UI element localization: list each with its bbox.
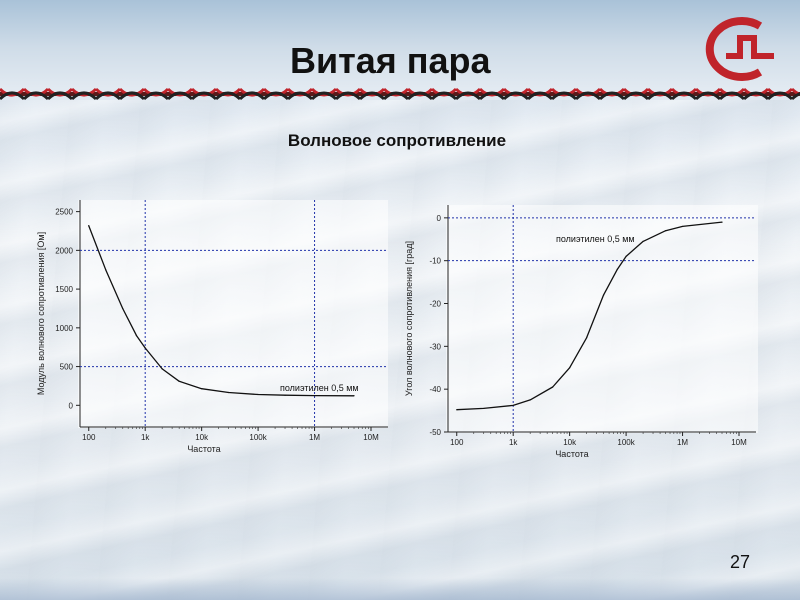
magnitude-series-point: [144, 347, 146, 349]
angle-series-point: [603, 294, 605, 296]
magnitude-x-tick-label-0: 100: [82, 433, 96, 442]
magnitude-x-tick-label-5: 10M: [363, 433, 379, 442]
magnitude-series-point: [135, 334, 138, 337]
angle-x-tick-label-3: 100k: [617, 438, 635, 447]
company-logo-icon: [705, 17, 774, 81]
angle-series-point: [586, 337, 588, 339]
angle-x-tick-label-2: 10k: [563, 438, 577, 447]
magnitude-series-annotation: полиэтилен 0,5 мм: [280, 383, 359, 393]
angle-series-annotation: полиэтилен 0,5 мм: [556, 234, 635, 244]
magnitude-y-tick-label-4: 2000: [55, 246, 73, 255]
angle-x-tick-label-0: 100: [450, 438, 464, 447]
magnitude-x-axis-label: Частота: [187, 444, 220, 454]
header-band: [0, 0, 800, 95]
angle-y-tick-label-1: -10: [429, 257, 441, 266]
angle-series-point: [529, 399, 531, 401]
magnitude-series-point: [313, 395, 316, 397]
angle-y-tick-label-2: -20: [429, 300, 441, 309]
angle-x-axis-label: Частота: [555, 449, 588, 459]
angle-y-tick-label-5: -50: [429, 428, 441, 437]
magnitude-y-tick-label-3: 1500: [55, 285, 73, 294]
angle-series-point: [625, 255, 627, 257]
angle-series-point: [552, 386, 554, 388]
magnitude-series-point: [257, 393, 259, 396]
magnitude-series-point: [284, 394, 286, 396]
magnitude-series-point: [178, 380, 180, 382]
chart-group-title: Волновое сопротивление: [287, 131, 507, 150]
angle-series-point: [664, 230, 667, 232]
angle-series-point: [642, 240, 644, 243]
chart-panel-magnitude: [78, 200, 388, 428]
angle-series-point: [616, 268, 618, 270]
angle-y-axis-label: Угол волнового сопротивления [град]: [404, 241, 414, 396]
magnitude-y-axis-label: Модуль волнового сопротивления [Ом]: [36, 232, 46, 395]
angle-y-tick-label-0: 0: [437, 214, 442, 223]
magnitude-series-point: [161, 368, 163, 370]
magnitude-series-point: [122, 307, 124, 310]
angle-y-tick-label-3: -30: [429, 342, 441, 351]
angle-series-point: [721, 221, 723, 223]
magnitude-x-tick-label-4: 1M: [309, 433, 320, 442]
magnitude-y-tick-label-5: 2500: [55, 208, 73, 217]
magnitude-y-tick-label-0: 0: [69, 401, 74, 410]
magnitude-series-point: [353, 395, 355, 397]
magnitude-y-tick-label-2: 1000: [55, 324, 73, 333]
magnitude-series-point: [227, 391, 230, 394]
magnitude-x-tick-label-2: 10k: [195, 433, 209, 442]
angle-x-tick-label-5: 10M: [731, 438, 747, 447]
angle-x-tick-label-4: 1M: [677, 438, 688, 447]
angle-y-tick-label-4: -40: [429, 385, 441, 394]
magnitude-x-tick-label-3: 100k: [249, 433, 267, 442]
magnitude-series-point: [105, 269, 107, 271]
angle-series-line-0: [456, 221, 723, 411]
twisted-pair-divider: [0, 87, 800, 101]
angle-series-point: [569, 367, 571, 369]
angle-series-point: [483, 407, 485, 410]
magnitude-series-point: [88, 224, 90, 227]
magnitude-y-tick-label-1: 500: [60, 363, 74, 372]
footer-band: [0, 578, 800, 600]
slide-title: Витая пара: [290, 40, 491, 81]
magnitude-series-point: [201, 388, 203, 390]
angle-series-point: [512, 404, 514, 407]
angle-x-tick-label-1: 1k: [509, 438, 518, 447]
magnitude-x-tick-label-1: 1k: [141, 433, 150, 442]
page-number: 27: [730, 552, 751, 572]
angle-series-point: [456, 409, 458, 411]
angle-series-point: [681, 225, 684, 228]
chart-panel-angle: [446, 205, 758, 433]
